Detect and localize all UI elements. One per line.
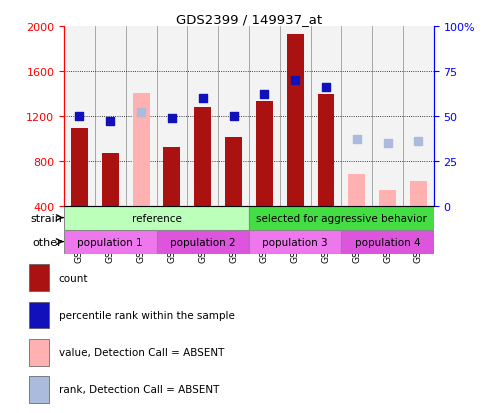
Text: rank, Detection Call = ABSENT: rank, Detection Call = ABSENT xyxy=(59,385,219,394)
Text: population 3: population 3 xyxy=(262,237,328,247)
Bar xyxy=(280,27,311,206)
Title: GDS2399 / 149937_at: GDS2399 / 149937_at xyxy=(176,13,322,26)
Text: reference: reference xyxy=(132,213,181,223)
Point xyxy=(199,95,207,102)
Text: percentile rank within the sample: percentile rank within the sample xyxy=(59,310,235,320)
Bar xyxy=(126,27,157,206)
Text: count: count xyxy=(59,273,88,283)
Point xyxy=(291,77,299,84)
Bar xyxy=(225,138,242,206)
Bar xyxy=(64,27,95,206)
Text: population 1: population 1 xyxy=(77,237,143,247)
Bar xyxy=(372,27,403,206)
Text: population 2: population 2 xyxy=(170,237,236,247)
Bar xyxy=(64,206,249,230)
Text: selected for aggressive behavior: selected for aggressive behavior xyxy=(256,213,427,223)
Point xyxy=(384,140,391,147)
Bar xyxy=(249,230,341,254)
Point xyxy=(353,136,361,143)
Point xyxy=(137,109,145,116)
Bar xyxy=(341,27,372,206)
Text: value, Detection Call = ABSENT: value, Detection Call = ABSENT xyxy=(59,347,224,357)
Bar xyxy=(410,181,427,206)
Bar xyxy=(287,35,304,206)
Bar xyxy=(164,148,180,206)
Point xyxy=(168,115,176,121)
Point xyxy=(106,119,114,125)
Bar xyxy=(256,102,273,206)
Bar xyxy=(317,95,334,206)
Point xyxy=(230,113,238,120)
Bar xyxy=(30,376,49,403)
Point xyxy=(260,92,268,98)
Point xyxy=(322,85,330,91)
Bar xyxy=(133,94,149,206)
Bar xyxy=(379,190,396,206)
Text: other: other xyxy=(33,237,63,247)
Text: strain: strain xyxy=(31,213,63,223)
Bar xyxy=(102,154,119,206)
Bar xyxy=(249,206,434,230)
Bar xyxy=(341,230,434,254)
Point xyxy=(75,113,83,120)
Bar xyxy=(71,129,88,206)
Bar xyxy=(157,27,187,206)
Bar xyxy=(95,27,126,206)
Bar xyxy=(30,339,49,366)
Bar xyxy=(187,27,218,206)
Point xyxy=(415,138,423,145)
Bar xyxy=(30,302,49,329)
Bar xyxy=(349,175,365,206)
Text: population 4: population 4 xyxy=(355,237,421,247)
Bar xyxy=(157,230,249,254)
Bar xyxy=(249,27,280,206)
Bar xyxy=(218,27,249,206)
Bar xyxy=(194,107,211,206)
Bar xyxy=(311,27,341,206)
Bar xyxy=(30,265,49,292)
Bar xyxy=(64,230,157,254)
Bar xyxy=(403,27,434,206)
